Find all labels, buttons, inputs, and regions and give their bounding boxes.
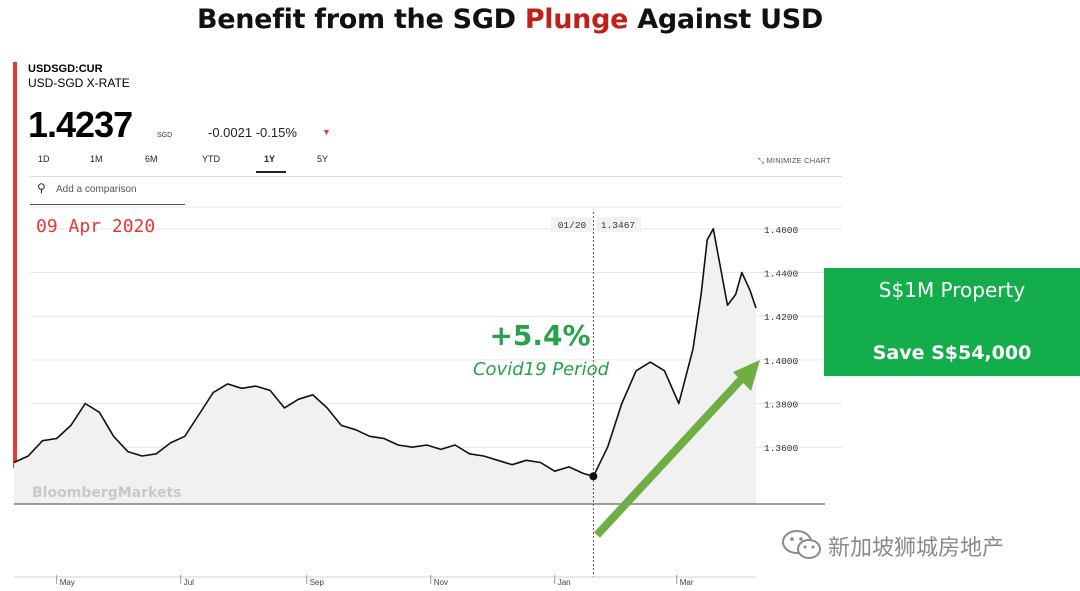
period-annotation: Covid19 Period — [473, 359, 610, 380]
price-value: 1.4237 — [28, 104, 133, 145]
trend-arrow-shaft — [594, 369, 751, 538]
x-tick-label: Nov — [434, 578, 448, 587]
wechat-icon — [782, 530, 821, 559]
down-triangle-icon: ▼ — [322, 127, 331, 137]
price-currency: SGD — [157, 132, 173, 139]
ticker-symbol: USDSGD:CUR — [28, 63, 103, 75]
chart-date-label: 09 Apr 2020 — [36, 216, 155, 237]
x-tick-label: Mar — [680, 578, 694, 587]
tab-6m[interactable]: 6M — [145, 154, 158, 164]
source-watermark: BloombergMarkets — [32, 485, 181, 501]
tab-1d[interactable]: 1D — [38, 154, 50, 164]
x-tick-label: Sep — [310, 578, 325, 587]
price-area-fill — [14, 228, 756, 505]
slide-title: Benefit from the SGD Plunge Against USD — [196, 4, 824, 35]
callout-savings: Save S$54,000 — [872, 342, 1032, 364]
search-icon: ⚲ — [37, 181, 46, 195]
tab-1y[interactable]: 1Y — [264, 154, 276, 164]
comparison-input-placeholder: Add a comparison — [56, 184, 137, 195]
callout-property: S$1M Property — [878, 278, 1026, 302]
title-highlight: Plunge — [524, 4, 629, 35]
x-axis-ticks: May Jul Sep Nov Jan Mar — [14, 575, 756, 587]
crosshair-value: 1.3467 — [601, 220, 635, 231]
price-series-line — [13, 228, 757, 478]
tab-5y[interactable]: 5Y — [317, 154, 329, 164]
x-tick-label: Jan — [558, 578, 571, 587]
divider — [30, 176, 842, 177]
y-tick-label: 1.4200 — [764, 312, 799, 323]
y-tick-label: 1.4600 — [764, 225, 799, 236]
comparison-search[interactable]: ⚲ Add a comparison — [30, 180, 185, 205]
ticker-name: USD-SGD X-RATE — [28, 76, 130, 90]
trend-arrow-head — [733, 360, 760, 391]
crosshair-date-box — [551, 217, 593, 232]
x-tick-label: May — [60, 578, 75, 587]
minimize-chart-button[interactable]: ⤡ MINIMIZE CHART — [758, 156, 831, 165]
y-axis-ticks: 1.3600 1.3800 1.4000 1.4200 1.4400 1.4600 — [764, 225, 799, 454]
tab-ytd[interactable]: YTD — [202, 154, 220, 164]
watermark-text: 新加坡狮城房地产 — [828, 536, 1005, 561]
tab-1m[interactable]: 1M — [90, 154, 103, 164]
savings-callout: S$1M Property Save S$54,000 — [824, 268, 1080, 376]
crosshair-value-box — [596, 217, 641, 232]
change-annotation: +5.4% — [489, 319, 590, 352]
collapse-icon: ⤡ — [758, 156, 767, 165]
y-tick-label: 1.3600 — [764, 443, 799, 454]
price-change: -0.0021 -0.15% — [208, 125, 297, 140]
active-tab-indicator — [256, 171, 286, 173]
y-tick-label: 1.4000 — [764, 356, 799, 367]
x-tick-label: Jul — [184, 578, 194, 587]
crosshair-date: 01/20 — [558, 220, 587, 231]
y-tick-label: 1.3800 — [764, 400, 799, 411]
y-tick-label: 1.4400 — [764, 269, 799, 280]
accent-bar — [13, 62, 17, 468]
crosshair-point — [589, 472, 598, 481]
